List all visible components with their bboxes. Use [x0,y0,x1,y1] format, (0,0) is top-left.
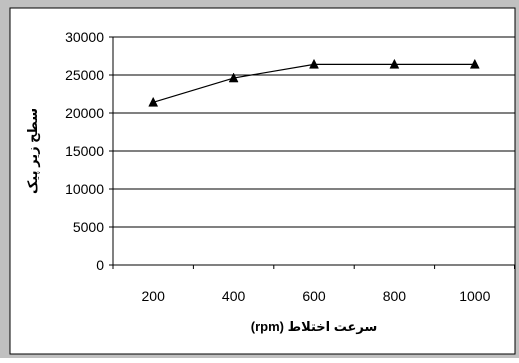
x-tick-label: 800 [383,288,407,304]
x-tick-label: 1000 [459,288,490,304]
data-point-marker [389,58,400,69]
y-tick-label: 5000 [73,219,104,235]
data-point-marker [228,72,239,83]
y-tick-label: 30000 [65,29,104,45]
x-axis-title: سرعت اختلاط (rpm) [251,319,377,334]
y-tick-label: 0 [96,257,104,273]
y-tick-label: 25000 [65,67,104,83]
data-markers [148,58,480,107]
y-tick-label: 15000 [65,143,104,159]
axes [109,36,515,269]
gridlines [113,36,515,228]
y-tick-label: 10000 [65,181,104,197]
x-tick-label: 600 [302,288,326,304]
x-tick-label: 400 [222,288,246,304]
x-tick-label: 200 [142,288,166,304]
y-axis-title: سطح زیر پیک [25,108,40,194]
tick-labels: 0 5000 10000 15000 20000 25000 30000 200 400 600 8… [65,29,491,304]
data-point-marker [309,58,319,69]
y-tick-label: 20000 [65,105,104,121]
data-point-marker [469,58,480,69]
data-point-marker [148,96,159,107]
chart-area [9,7,516,355]
